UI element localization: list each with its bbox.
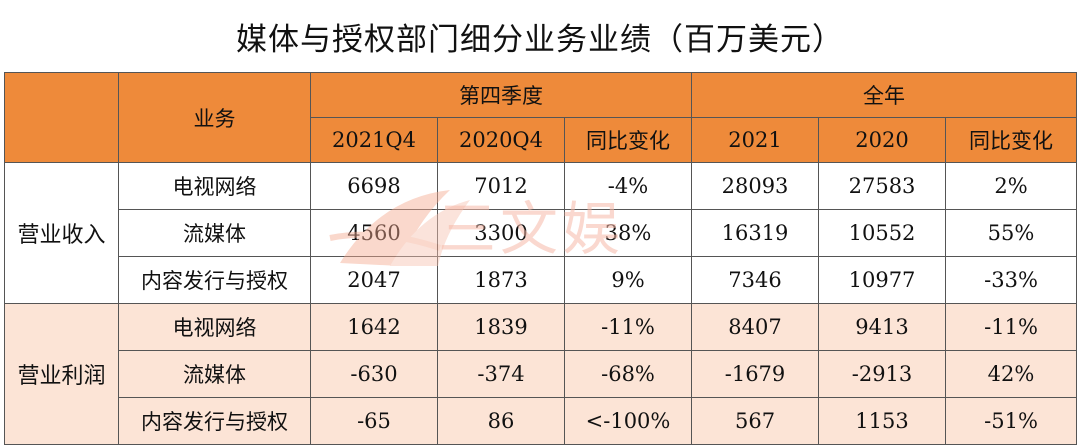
table-cell: 8407 <box>691 303 820 351</box>
table-cell: -630 <box>310 350 438 398</box>
table-cell: -1679 <box>691 350 820 398</box>
table-cell: -374 <box>437 350 565 398</box>
table-row: 内容发行与授权 -65 86 <-100% 567 1153 -51% <box>5 397 1078 445</box>
header-col: 同比变化 <box>945 117 1078 163</box>
header-col: 同比变化 <box>563 117 693 163</box>
row-name: 内容发行与授权 <box>118 256 311 304</box>
table-cell: <-100% <box>563 397 693 445</box>
table-cell: 7346 <box>691 256 820 304</box>
revenue-section: 营业收入 电视网络 6698 7012 -4% 28093 27583 2% 流… <box>4 162 1078 304</box>
table-row: 营业收入 电视网络 6698 7012 -4% 28093 27583 2% <box>4 162 1078 304</box>
header-q4-group: 第四季度 <box>309 72 693 118</box>
table-cell: 9% <box>563 256 693 304</box>
header-col: 2020 <box>818 117 947 163</box>
profit-section: 营业利润 电视网络 1642 1839 -11% 8407 9413 -11% … <box>4 303 1078 445</box>
table-cell: 6698 <box>310 162 438 210</box>
table-cell: 3300 <box>437 209 565 257</box>
table-cell: 567 <box>691 397 820 445</box>
table-cell: 10977 <box>818 256 947 304</box>
table-cell: -51% <box>945 397 1078 445</box>
section-label: 营业收入 <box>4 162 119 304</box>
table-cell: 4560 <box>310 209 438 257</box>
table-cell: 1642 <box>310 303 438 351</box>
table-cell: 38% <box>563 209 693 257</box>
table-cell: -11% <box>563 303 693 351</box>
table-cell: -65 <box>310 397 438 445</box>
table-cell: 42% <box>945 350 1078 398</box>
table-cell: -33% <box>945 256 1078 304</box>
row-name: 电视网络 <box>118 303 311 351</box>
table-cell: 27583 <box>818 162 947 210</box>
row-name: 电视网络 <box>118 162 311 210</box>
table-cell: 86 <box>437 397 565 445</box>
table-cell: -11% <box>945 303 1078 351</box>
table-cell: 7012 <box>437 162 565 210</box>
header-year-group: 全年 <box>691 72 1078 118</box>
table-cell: 2% <box>945 162 1078 210</box>
header-empty-cell <box>4 72 119 163</box>
header-business: 业务 <box>118 72 311 163</box>
table-cell: 1839 <box>437 303 565 351</box>
table-cell: 55% <box>945 209 1078 257</box>
table-cell: 16319 <box>691 209 820 257</box>
table-cell: 9413 <box>818 303 947 351</box>
table-cell: 28093 <box>691 162 820 210</box>
table-row: 流媒体 4560 3300 38% 16319 10552 55% <box>5 209 1078 257</box>
table-row: 流媒体 -630 -374 -68% -1679 -2913 42% <box>5 350 1078 398</box>
header-col: 2021 <box>691 117 820 163</box>
row-name: 内容发行与授权 <box>118 397 311 445</box>
table-cell: -68% <box>563 350 693 398</box>
table-cell: -4% <box>563 162 693 210</box>
table-title: 媒体与授权部门细分业务业绩（百万美元） <box>236 21 844 58</box>
table-cell: 2047 <box>310 256 438 304</box>
table-row: 营业利润 电视网络 1642 1839 -11% 8407 9413 -11% <box>4 303 1078 445</box>
row-name: 流媒体 <box>118 209 311 257</box>
header-col: 2021Q4 <box>310 117 438 163</box>
table-row: 内容发行与授权 2047 1873 9% 7346 10977 -33% <box>5 256 1078 304</box>
table-cell: 1873 <box>437 256 565 304</box>
row-name: 流媒体 <box>118 350 311 398</box>
section-label: 营业利润 <box>4 303 119 445</box>
table-cell: 1153 <box>818 397 947 445</box>
table-cell: 10552 <box>818 209 947 257</box>
table-cell: -2913 <box>818 350 947 398</box>
performance-table: 业务 第四季度 全年 2021Q4 2020Q4 同比变化 2021 2020 … <box>4 72 1078 445</box>
header-col: 2020Q4 <box>437 117 565 163</box>
